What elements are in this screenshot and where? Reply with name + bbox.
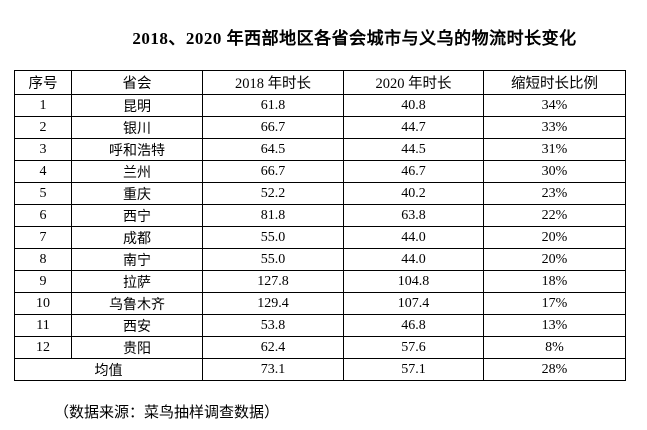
reduction-ratio: 30% <box>483 160 626 183</box>
duration-2018: 53.8 <box>202 314 344 337</box>
duration-2018: 81.8 <box>202 204 344 227</box>
duration-2018: 64.5 <box>202 138 344 161</box>
city-name: 拉萨 <box>71 270 203 293</box>
header-row: 序号 省会 2018 年时长 2020 年时长 缩短时长比例 <box>14 70 626 95</box>
table-row: 3 呼和浩特 64.5 44.5 31% <box>14 138 626 161</box>
city-name: 银川 <box>71 116 203 139</box>
duration-2020: 40.8 <box>343 94 484 117</box>
duration-2018: 62.4 <box>202 336 344 359</box>
page-title: 2018、2020 年西部地区各省会城市与义乌的物流时长变化 <box>132 29 577 48</box>
row-no: 6 <box>14 204 72 227</box>
reduction-ratio: 34% <box>483 94 626 117</box>
duration-2018: 66.7 <box>202 116 344 139</box>
table-row: 5 重庆 52.2 40.2 23% <box>14 182 626 205</box>
table-row: 2 银川 66.7 44.7 33% <box>14 116 626 139</box>
summary-row: 均值 73.1 57.1 28% <box>14 358 626 381</box>
summary-label: 均值 <box>14 358 203 381</box>
row-no: 11 <box>14 314 72 337</box>
reduction-ratio: 20% <box>483 248 626 271</box>
table-header: 序号 省会 2018 年时长 2020 年时长 缩短时长比例 <box>14 70 626 95</box>
city-name: 南宁 <box>71 248 203 271</box>
header-2018: 2018 年时长 <box>202 70 344 95</box>
duration-2018: 52.2 <box>202 182 344 205</box>
city-name: 重庆 <box>71 182 203 205</box>
reduction-ratio: 17% <box>483 292 626 315</box>
reduction-ratio: 22% <box>483 204 626 227</box>
table-row: 11 西安 53.8 46.8 13% <box>14 314 626 337</box>
table-row: 7 成都 55.0 44.0 20% <box>14 226 626 249</box>
row-no: 10 <box>14 292 72 315</box>
duration-2020: 104.8 <box>343 270 484 293</box>
duration-2018: 129.4 <box>202 292 344 315</box>
duration-2020: 63.8 <box>343 204 484 227</box>
duration-2020: 107.4 <box>343 292 484 315</box>
duration-2020: 44.5 <box>343 138 484 161</box>
table-body: 1 昆明 61.8 40.8 34% 2 银川 66.7 44.7 33% 3 呼和浩特 64.5 44.… <box>14 94 626 381</box>
table-row: 8 南宁 55.0 44.0 20% <box>14 248 626 271</box>
city-name: 贵阳 <box>71 336 203 359</box>
duration-2020: 44.0 <box>343 248 484 271</box>
duration-2020: 44.7 <box>343 116 484 139</box>
city-name: 西宁 <box>71 204 203 227</box>
reduction-ratio: 33% <box>483 116 626 139</box>
table-row: 12 贵阳 62.4 57.6 8% <box>14 336 626 359</box>
reduction-ratio: 31% <box>483 138 626 161</box>
header-city: 省会 <box>71 70 203 95</box>
reduction-ratio: 8% <box>483 336 626 359</box>
row-no: 3 <box>14 138 72 161</box>
table-row: 9 拉萨 127.8 104.8 18% <box>14 270 626 293</box>
reduction-ratio: 13% <box>483 314 626 337</box>
reduction-ratio: 20% <box>483 226 626 249</box>
row-no: 5 <box>14 182 72 205</box>
duration-2018: 55.0 <box>202 226 344 249</box>
duration-2018: 127.8 <box>202 270 344 293</box>
logistics-duration-table: 序号 省会 2018 年时长 2020 年时长 缩短时长比例 1 昆明 61.8 40… <box>14 70 626 381</box>
city-name: 西安 <box>71 314 203 337</box>
city-name: 呼和浩特 <box>71 138 203 161</box>
table-row: 4 兰州 66.7 46.7 30% <box>14 160 626 183</box>
duration-2020: 46.8 <box>343 314 484 337</box>
row-no: 8 <box>14 248 72 271</box>
row-no: 7 <box>14 226 72 249</box>
header-reduction: 缩短时长比例 <box>483 70 626 95</box>
city-name: 乌鲁木齐 <box>71 292 203 315</box>
reduction-ratio: 18% <box>483 270 626 293</box>
table-row: 6 西宁 81.8 63.8 22% <box>14 204 626 227</box>
duration-2018: 55.0 <box>202 248 344 271</box>
duration-2018: 66.7 <box>202 160 344 183</box>
summary-ratio: 28% <box>483 358 626 381</box>
row-no: 9 <box>14 270 72 293</box>
duration-2020: 40.2 <box>343 182 484 205</box>
duration-2018: 61.8 <box>202 94 344 117</box>
header-2020: 2020 年时长 <box>343 70 484 95</box>
row-no: 1 <box>14 94 72 117</box>
duration-2020: 44.0 <box>343 226 484 249</box>
summary-2020: 57.1 <box>343 358 484 381</box>
row-no: 4 <box>14 160 72 183</box>
table-row: 10 乌鲁木齐 129.4 107.4 17% <box>14 292 626 315</box>
duration-2020: 46.7 <box>343 160 484 183</box>
header-no: 序号 <box>14 70 72 95</box>
data-source-footnote: （数据来源：菜鸟抽样调查数据） <box>54 405 280 421</box>
duration-2020: 57.6 <box>343 336 484 359</box>
row-no: 2 <box>14 116 72 139</box>
city-name: 成都 <box>71 226 203 249</box>
reduction-ratio: 23% <box>483 182 626 205</box>
city-name: 昆明 <box>71 94 203 117</box>
table-row: 1 昆明 61.8 40.8 34% <box>14 94 626 117</box>
row-no: 12 <box>14 336 72 359</box>
city-name: 兰州 <box>71 160 203 183</box>
summary-2018: 73.1 <box>202 358 344 381</box>
